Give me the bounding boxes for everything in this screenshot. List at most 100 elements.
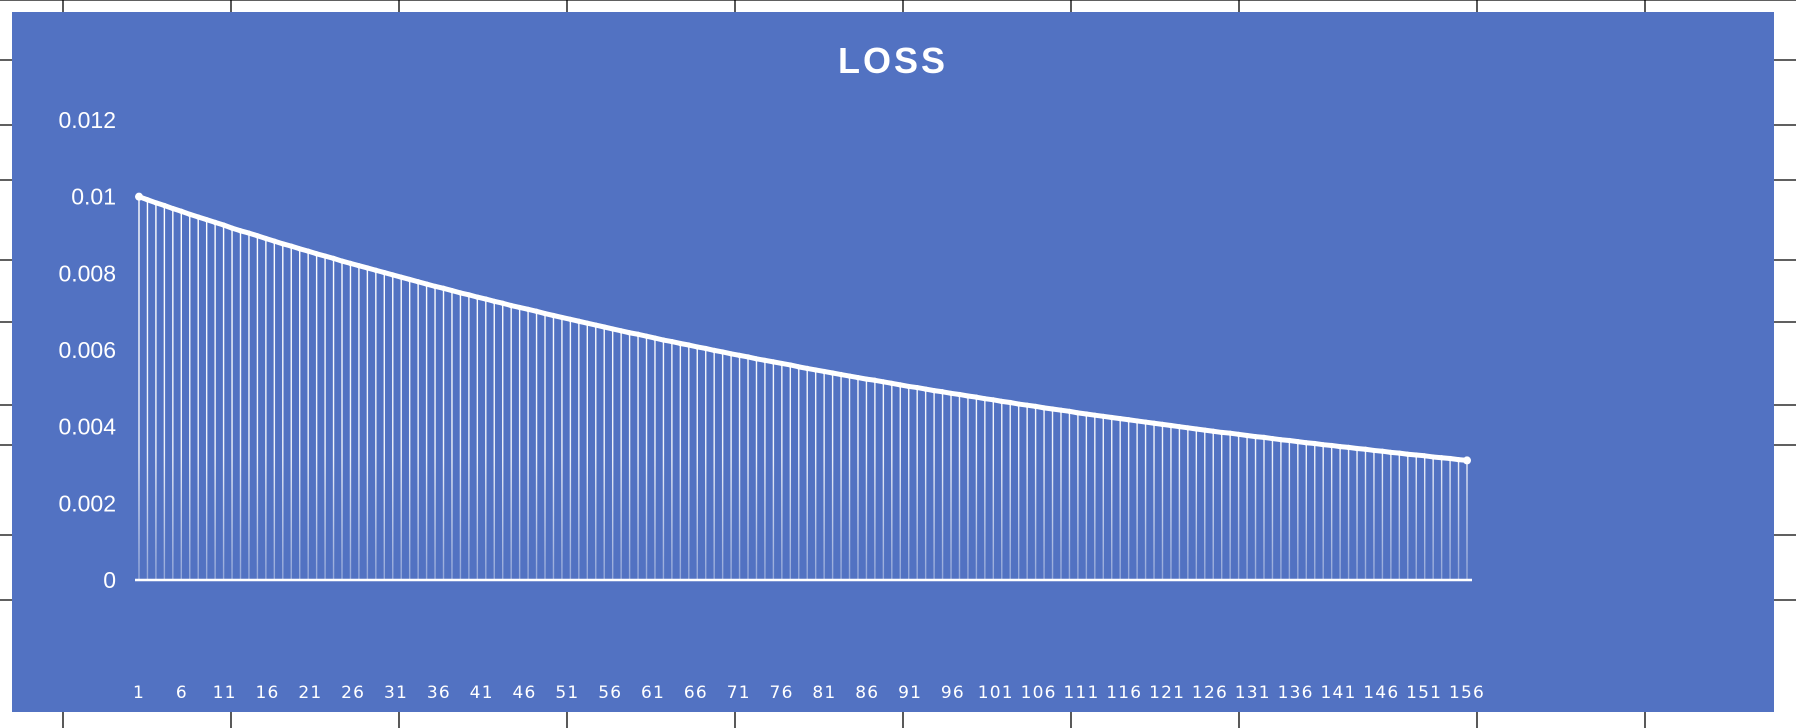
chart-area[interactable]: LOSS 0 0.002 0.004 0.006 0.008 0.01 0.012 1 6 11… (12, 12, 1774, 712)
x-tick-label: 151 (1406, 683, 1442, 703)
data-point (999, 398, 1005, 404)
data-point (601, 324, 607, 330)
data-point (1430, 454, 1436, 460)
series-line[interactable] (136, 194, 1470, 463)
data-point (550, 312, 557, 319)
data-point (863, 376, 870, 382)
data-point (804, 365, 810, 371)
data-point (542, 310, 548, 317)
data-point (1083, 411, 1089, 417)
data-point (753, 356, 760, 362)
data-point (449, 287, 455, 294)
data-point (813, 367, 819, 373)
data-point (846, 373, 853, 379)
data-point (762, 357, 768, 363)
data-point (1033, 403, 1039, 409)
data-point (787, 362, 793, 368)
data-point (779, 360, 785, 367)
x-tick-label: 76 (770, 683, 794, 703)
chart-title: LOSS (837, 40, 948, 81)
data-point (1286, 437, 1292, 444)
data-point (838, 371, 844, 378)
data-point (872, 377, 878, 383)
x-axis: 1 6 11 16 21 26 31 36 41 46 51 56 61 66 71 76 81 86 91 96 10… (133, 683, 1484, 703)
data-point (1261, 434, 1267, 440)
data-point (923, 386, 929, 392)
data-point (508, 302, 514, 309)
x-tick-label: 6 (176, 683, 188, 703)
x-tick-label: 136 (1278, 683, 1314, 703)
data-point (330, 255, 337, 261)
data-point (880, 379, 886, 385)
data-point (1066, 408, 1073, 414)
data-point (237, 228, 244, 234)
data-point (491, 298, 497, 304)
data-point (1049, 406, 1056, 412)
data-point (288, 243, 294, 249)
data-point (1252, 434, 1259, 440)
data-point (889, 380, 895, 386)
data-point (423, 281, 430, 287)
x-tick-label: 26 (341, 683, 365, 703)
x-tick-label: 111 (1063, 683, 1099, 703)
x-tick-label: 126 (1192, 683, 1228, 703)
data-point (1185, 425, 1191, 431)
data-point (736, 352, 743, 358)
data-point (711, 347, 717, 353)
data-point (1303, 440, 1309, 446)
data-point (229, 225, 235, 231)
data-point (364, 265, 370, 271)
data-point (973, 394, 980, 400)
data-point (948, 390, 954, 396)
data-point (906, 383, 912, 390)
data-point (1219, 429, 1225, 436)
data-point (652, 335, 658, 341)
data-point (220, 222, 227, 228)
y-tick-label: 0.01 (71, 184, 116, 210)
data-point (381, 269, 387, 276)
data-point (559, 314, 565, 321)
data-point (567, 316, 573, 322)
data-point (187, 211, 193, 217)
data-point (1413, 452, 1419, 458)
data-point (677, 340, 683, 347)
data-point (931, 388, 937, 394)
data-point (1396, 450, 1402, 456)
data-point (1092, 412, 1098, 418)
x-tick-label: 141 (1320, 683, 1356, 703)
x-tick-label: 61 (641, 683, 665, 703)
data-point (170, 205, 176, 212)
data-point (1007, 399, 1013, 406)
data-point (1210, 428, 1216, 434)
y-tick-label: 0.008 (58, 260, 116, 286)
data-point (1345, 444, 1352, 450)
data-point (1126, 417, 1132, 423)
data-point (1134, 418, 1140, 424)
data-point (593, 322, 599, 328)
data-point (703, 345, 709, 352)
data-point (584, 320, 590, 326)
data-point (347, 260, 354, 266)
y-axis: 0 0.002 0.004 0.006 0.008 0.01 0.012 (58, 107, 116, 593)
data-point (990, 397, 996, 403)
data-point (1024, 402, 1030, 408)
data-point (1379, 448, 1386, 454)
data-point (618, 328, 624, 334)
x-tick-label: 121 (1149, 683, 1185, 703)
data-point (533, 308, 540, 314)
x-tick-label: 36 (427, 683, 451, 703)
data-point (1142, 419, 1149, 425)
data-point (965, 393, 971, 399)
data-point (483, 296, 489, 302)
x-tick-label: 86 (855, 683, 879, 703)
x-tick-label: 146 (1363, 683, 1399, 703)
x-tick-label: 101 (978, 683, 1014, 703)
data-point (440, 285, 447, 291)
data-point (1388, 449, 1394, 455)
y-tick-label: 0.004 (58, 414, 116, 440)
data-point (1329, 442, 1335, 449)
data-point (161, 202, 167, 209)
y-tick-label: 0 (103, 567, 116, 593)
